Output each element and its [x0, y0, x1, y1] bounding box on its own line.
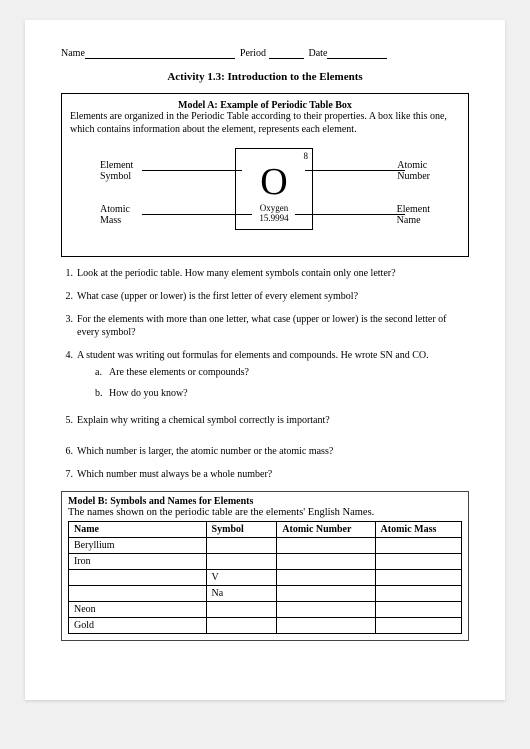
table-row: Na — [69, 586, 462, 602]
question-2: 2.What case (upper or lower) is the firs… — [61, 290, 469, 303]
table-row: Beryllium — [69, 538, 462, 554]
table-row: V — [69, 570, 462, 586]
date-blank[interactable] — [327, 58, 387, 59]
model-b-title: Model B: Symbols and Names for Elements — [68, 496, 462, 507]
table-body: Beryllium Iron V Na Neon Gold — [69, 538, 462, 634]
name-blank[interactable] — [85, 58, 235, 59]
th-symbol: Symbol — [206, 522, 277, 538]
question-1: 1.Look at the periodic table. How many e… — [61, 267, 469, 280]
question-3: 3.For the elements with more than one le… — [61, 313, 469, 339]
model-b-box: Model B: Symbols and Names for Elements … — [61, 491, 469, 641]
period-label: Period — [240, 48, 266, 59]
table-row: Iron — [69, 554, 462, 570]
name-label: Name — [61, 48, 85, 59]
th-name: Name — [69, 522, 207, 538]
connector-line — [142, 170, 242, 171]
question-4: 4. A student was writing out formulas fo… — [61, 349, 469, 400]
period-blank[interactable] — [269, 58, 304, 59]
question-7: 7.Which number must always be a whole nu… — [61, 468, 469, 481]
model-a-title: Model A: Example of Periodic Table Box — [70, 100, 460, 111]
model-a-box: Model A: Example of Periodic Table Box E… — [61, 93, 469, 257]
model-b-description: The names shown on the periodic table ar… — [68, 507, 462, 518]
element-box: 8 O Oxygen 15.9994 — [235, 148, 313, 230]
label-element-name: ElementName — [397, 204, 430, 226]
question-4a: a.Are these elements or compounds? — [95, 366, 469, 379]
question-4b: b.How do you know? — [95, 387, 469, 400]
th-atomic-mass: Atomic Mass — [375, 522, 461, 538]
page-title: Activity 1.3: Introduction to the Elemen… — [61, 71, 469, 83]
model-a-description: Elements are organized in the Periodic T… — [70, 111, 460, 136]
label-element-symbol: ElementSymbol — [100, 160, 133, 182]
date-label: Date — [309, 48, 328, 59]
element-symbol: O — [236, 163, 312, 201]
header-fields: Name Period Date — [61, 48, 469, 59]
table-header-row: Name Symbol Atomic Number Atomic Mass — [69, 522, 462, 538]
questions-list: 1.Look at the periodic table. How many e… — [61, 267, 469, 481]
element-number: 8 — [304, 151, 309, 161]
table-row: Gold — [69, 618, 462, 634]
worksheet-page: Name Period Date Activity 1.3: Introduct… — [25, 20, 505, 700]
label-atomic-mass: AtomicMass — [100, 204, 130, 226]
question-6: 6.Which number is larger, the atomic num… — [61, 445, 469, 458]
element-name: Oxygen — [236, 203, 312, 213]
element-diagram: ElementSymbol AtomicMass AtomicNumber El… — [70, 142, 460, 242]
table-row: Neon — [69, 602, 462, 618]
elements-table: Name Symbol Atomic Number Atomic Mass Be… — [68, 521, 462, 634]
element-mass: 15.9994 — [236, 213, 312, 223]
label-atomic-number: AtomicNumber — [397, 160, 430, 182]
question-5: 5.Explain why writing a chemical symbol … — [61, 414, 469, 427]
th-atomic-number: Atomic Number — [277, 522, 375, 538]
connector-line — [305, 170, 405, 171]
